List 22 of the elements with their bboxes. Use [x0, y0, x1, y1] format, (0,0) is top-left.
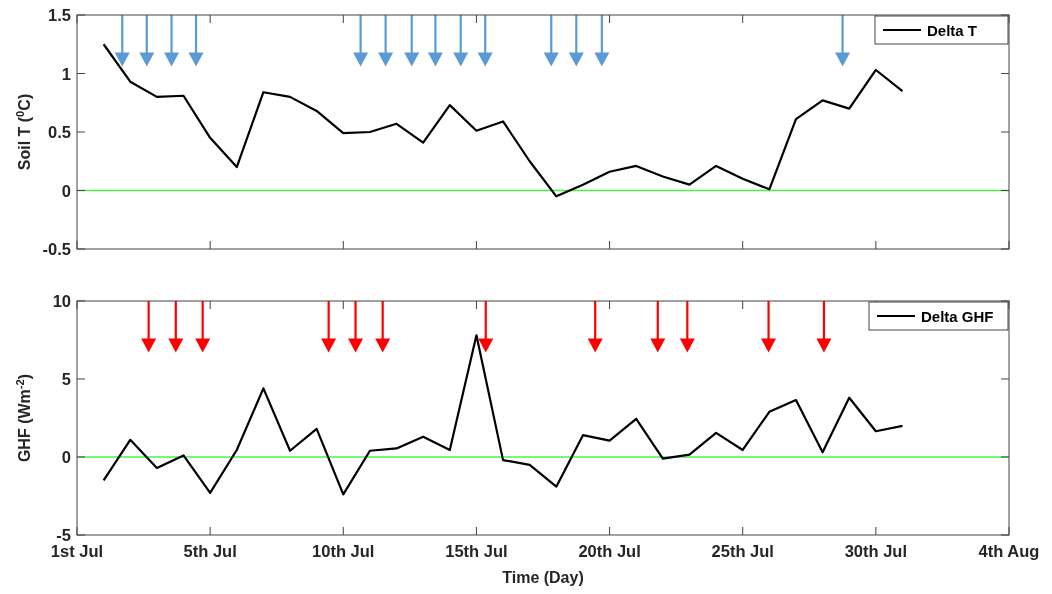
- x-tick-label: 5th Jul: [183, 542, 237, 560]
- y-tick-label: 1: [61, 64, 71, 83]
- x-tick-label: 20th Jul: [578, 542, 641, 560]
- legend-label: Delta T: [927, 22, 978, 39]
- x-tick-label: 25th Jul: [711, 542, 774, 560]
- y-tick-label: 1.5: [48, 6, 71, 24]
- x-tick-label: 4th Aug: [978, 542, 1040, 560]
- x-tick-label: 15th Jul: [445, 542, 508, 560]
- y-tick-label: 0.5: [48, 123, 71, 141]
- x-tick-label: 1st Jul: [50, 542, 104, 560]
- y-tick-label: -0.5: [42, 240, 71, 258]
- line-series: [102, 334, 904, 496]
- y-tick-label: -5: [56, 526, 71, 544]
- legend-label: Delta GHF: [921, 308, 994, 325]
- x-axis-title: Time (Day): [502, 569, 584, 586]
- line-series: [102, 43, 904, 198]
- y-tick-label: 10: [52, 292, 71, 310]
- x-tick-label: 10th Jul: [312, 542, 375, 560]
- x-tick-label: 30th Jul: [844, 542, 908, 560]
- y-tick-label: 0: [61, 448, 71, 466]
- y-tick-label: 5: [61, 370, 71, 388]
- y-tick-label: 0: [61, 181, 71, 200]
